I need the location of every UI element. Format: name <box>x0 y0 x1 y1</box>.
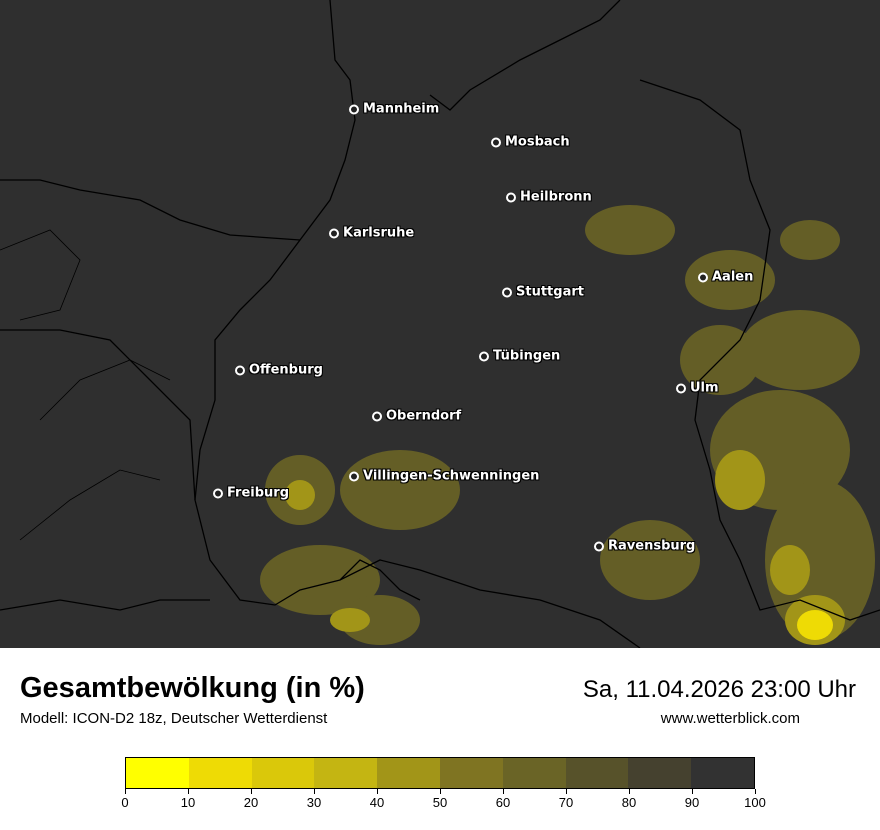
city-marker[interactable]: Mosbach <box>491 135 570 150</box>
minor-borders <box>0 229 171 541</box>
legend-tick-label: 0 <box>121 795 129 810</box>
city-marker[interactable]: Heilbronn <box>506 190 592 205</box>
city-label: Karlsruhe <box>343 225 415 241</box>
city-label: Aalen <box>712 269 754 285</box>
city-dot-icon <box>349 471 359 481</box>
legend-swatch <box>565 758 629 788</box>
map-layer <box>0 0 880 648</box>
legend-swatch <box>188 758 252 788</box>
legend-tick-label: 40 <box>369 795 385 810</box>
city-label: Ravensburg <box>608 538 696 554</box>
legend-swatch <box>691 758 754 788</box>
legend-tick-mark <box>503 789 504 794</box>
legend-tick-mark <box>377 789 378 794</box>
city-dot-icon <box>235 365 245 375</box>
legend-swatch <box>126 758 189 788</box>
legend-tick-mark <box>566 789 567 794</box>
city-label: Freiburg <box>227 485 290 501</box>
legend-tick-mark <box>629 789 630 794</box>
city-marker[interactable]: Offenburg <box>235 363 323 378</box>
legend-tick-mark <box>125 789 126 794</box>
legend-swatch <box>251 758 315 788</box>
legend-tick-mark <box>188 789 189 794</box>
city-marker[interactable]: Stuttgart <box>502 285 584 300</box>
map-title: Gesamtbewölkung (in %) <box>20 672 365 704</box>
city-marker[interactable]: Aalen <box>698 270 753 285</box>
city-dot-icon <box>349 104 359 114</box>
city-marker[interactable]: Villingen-Schwenningen <box>349 469 539 484</box>
city-dot-icon <box>594 541 604 551</box>
legend-tick-label: 20 <box>243 795 259 810</box>
legend-tick-mark <box>314 789 315 794</box>
city-label: Oberndorf <box>386 408 462 424</box>
city-label: Mannheim <box>363 101 440 117</box>
city-marker[interactable]: Karlsruhe <box>329 226 414 241</box>
weather-map[interactable]: Mannheim Mosbach Heilbronn Karlsruhe Aalen St… <box>0 0 880 648</box>
city-label: Offenburg <box>249 362 323 378</box>
legend-tick-label: 100 <box>744 795 766 810</box>
city-dot-icon <box>502 287 512 297</box>
city-dot-icon <box>491 137 501 147</box>
legend-swatch <box>314 758 378 788</box>
forecast-datetime: Sa, 11.04.2026 23:00 Uhr <box>582 676 856 703</box>
city-marker[interactable]: Freiburg <box>213 486 289 501</box>
legend-colorbar <box>125 757 755 789</box>
legend-tick-label: 60 <box>495 795 511 810</box>
cloud-cover-areas <box>260 205 875 645</box>
city-label: Mosbach <box>505 134 570 150</box>
legend-tick-label: 10 <box>180 795 196 810</box>
legend-swatch <box>377 758 440 788</box>
legend-tick-mark <box>440 789 441 794</box>
legend-tick-label: 50 <box>432 795 448 810</box>
city-marker[interactable]: Tübingen <box>479 349 560 364</box>
legend-swatch <box>628 758 692 788</box>
city-dot-icon <box>676 383 686 393</box>
legend-tick-label: 70 <box>558 795 574 810</box>
city-label: Stuttgart <box>516 284 584 300</box>
city-marker[interactable]: Ravensburg <box>594 539 695 554</box>
city-label: Heilbronn <box>520 189 592 205</box>
legend-tick-mark <box>755 789 756 794</box>
legend-tick-label: 90 <box>684 795 700 810</box>
city-label: Tübingen <box>493 348 561 364</box>
legend-swatch <box>502 758 566 788</box>
city-dot-icon <box>372 411 382 421</box>
borders <box>0 0 880 648</box>
website-link[interactable]: www.wetterblick.com <box>660 710 800 727</box>
city-marker[interactable]: Ulm <box>676 381 719 396</box>
city-dot-icon <box>329 228 339 238</box>
legend-tick-label: 30 <box>306 795 322 810</box>
city-dot-icon <box>213 488 223 498</box>
city-marker[interactable]: Oberndorf <box>372 409 461 424</box>
city-label: Villingen-Schwenningen <box>363 468 540 484</box>
legend-tick-label: 80 <box>621 795 637 810</box>
model-source: Modell: ICON-D2 18z, Deutscher Wetterdie… <box>20 710 328 727</box>
city-dot-icon <box>698 272 708 282</box>
city-dot-icon <box>506 192 516 202</box>
legend-tick-mark <box>251 789 252 794</box>
city-dot-icon <box>479 351 489 361</box>
legend-swatch <box>439 758 503 788</box>
legend-tick-mark <box>692 789 693 794</box>
city-marker[interactable]: Mannheim <box>349 102 439 117</box>
city-label: Ulm <box>690 380 719 396</box>
